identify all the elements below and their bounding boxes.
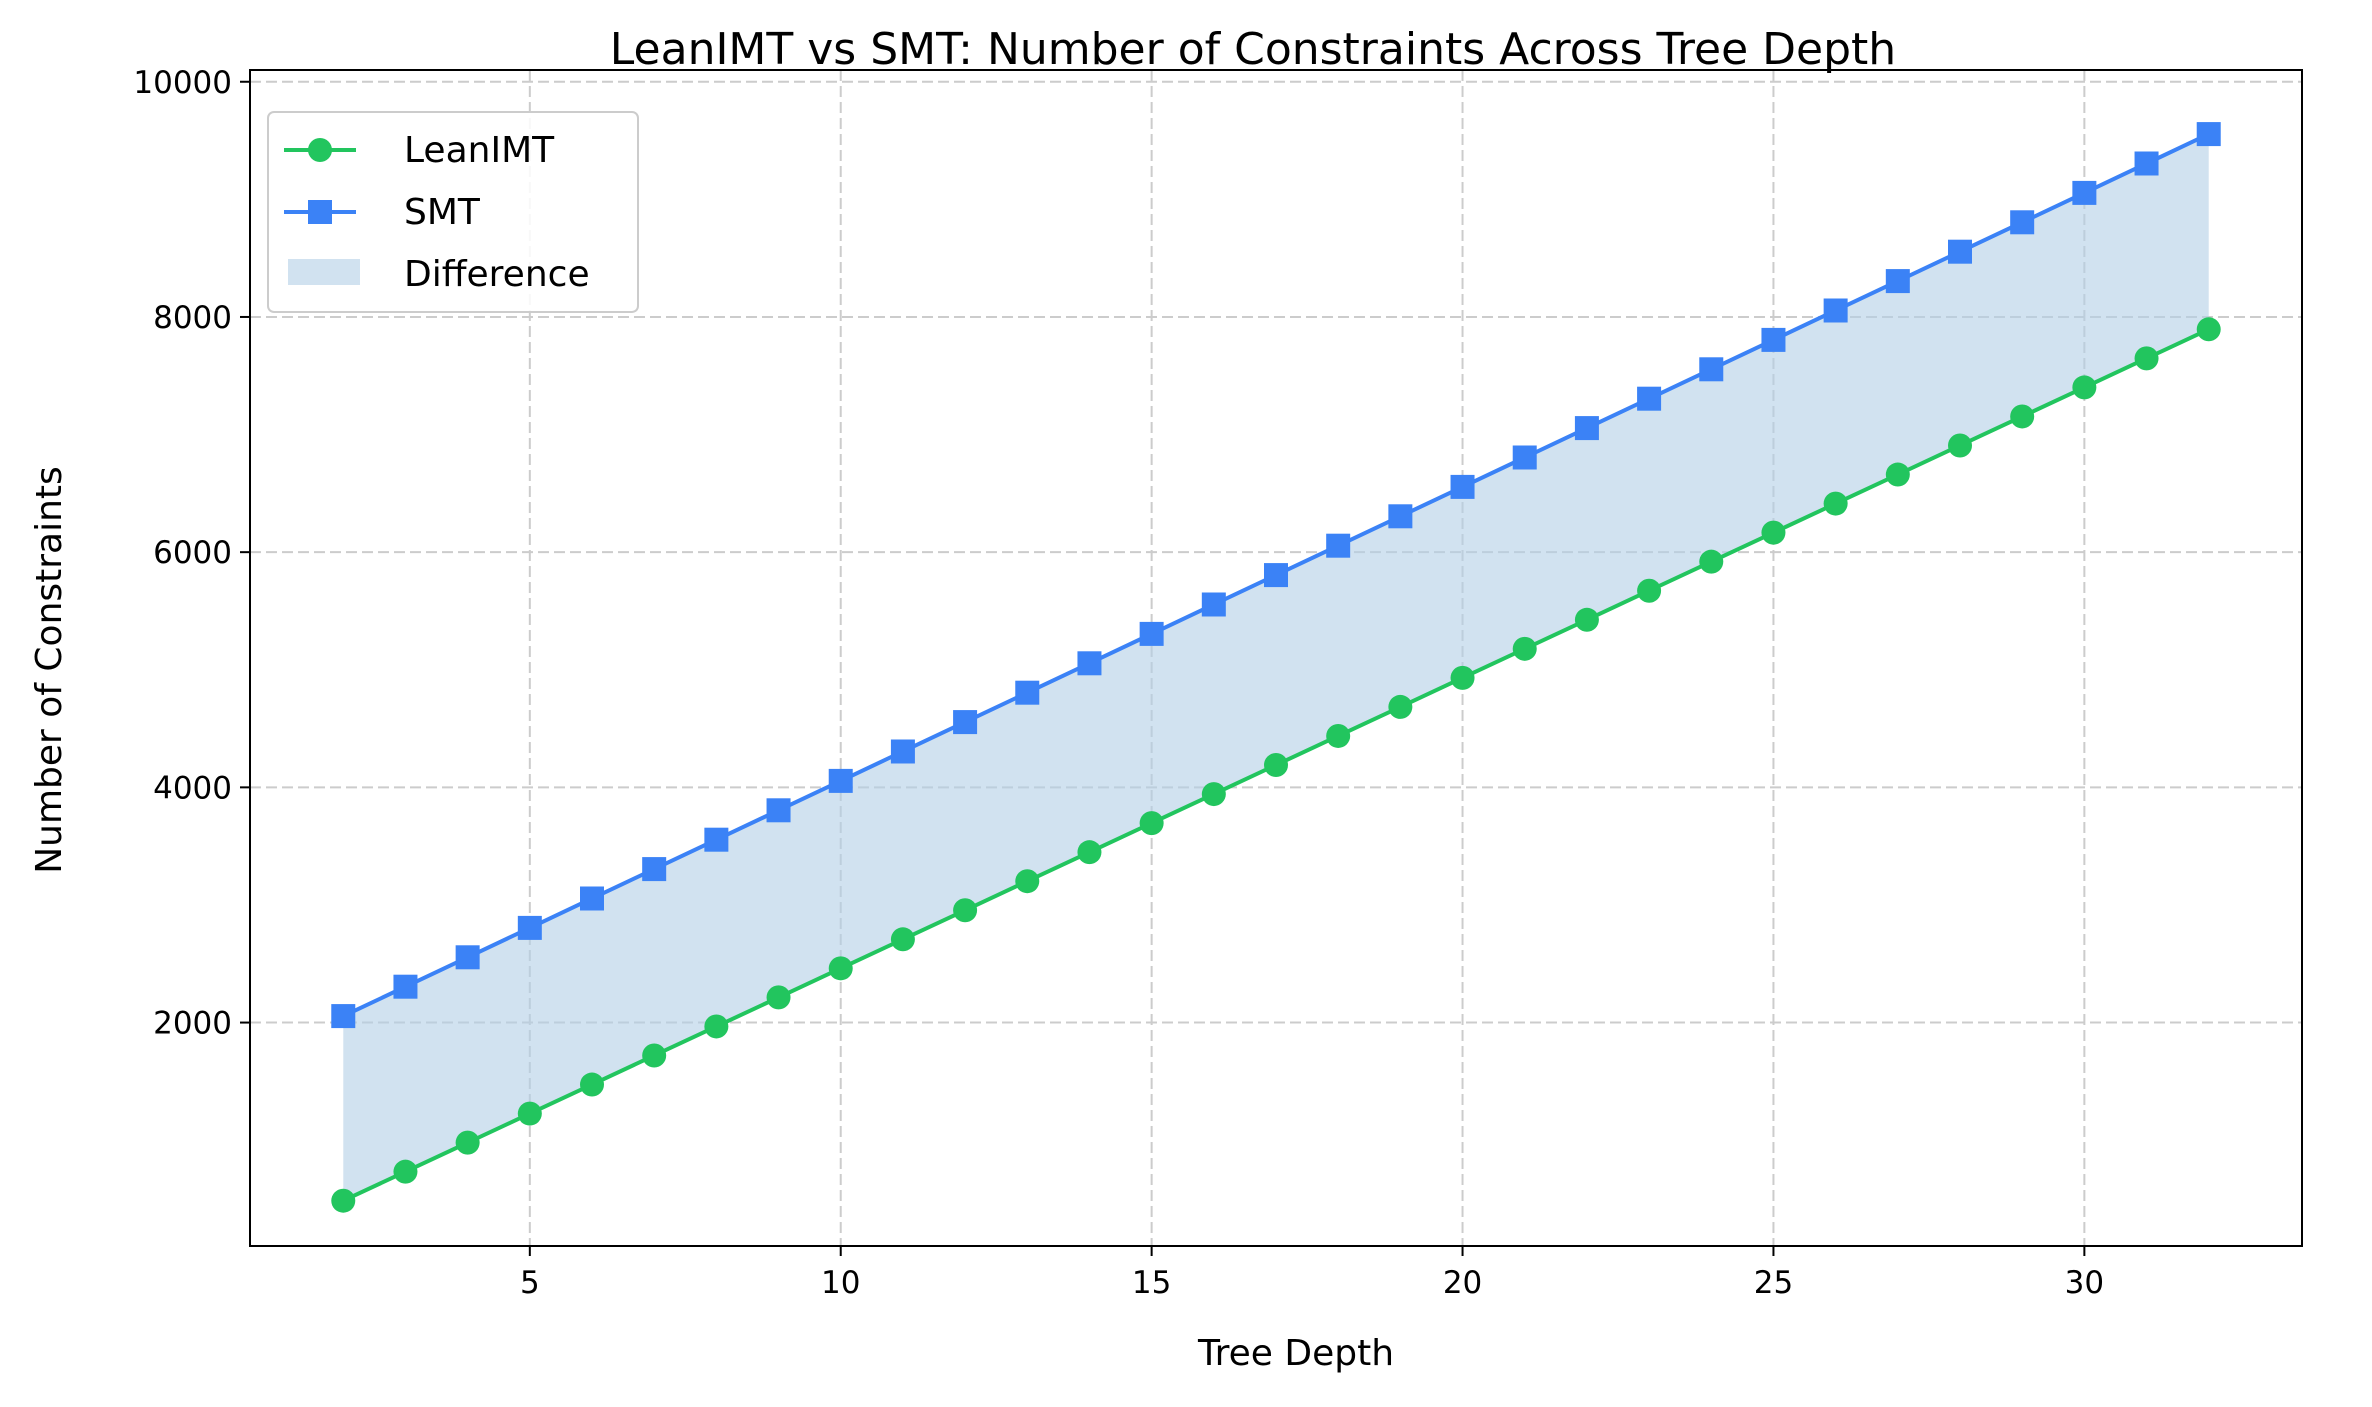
smt-point-13 xyxy=(1139,621,1164,646)
smt-point-29 xyxy=(2134,151,2159,176)
leanimt-point-27 xyxy=(2010,404,2035,429)
y-tick-label-1: 4000 xyxy=(153,770,232,806)
x-axis-title: Tree Depth xyxy=(1197,1333,1394,1374)
smt-point-2 xyxy=(455,945,480,970)
legend-smt-marker xyxy=(308,200,332,224)
smt-point-1 xyxy=(393,974,418,999)
smt-point-16 xyxy=(1326,533,1351,558)
smt-point-5 xyxy=(642,857,667,882)
leanimt-point-15 xyxy=(1264,753,1288,778)
smt-point-25 xyxy=(1885,269,1910,294)
y-tick-label-2: 6000 xyxy=(153,535,232,571)
leanimt-point-11 xyxy=(1015,869,1040,894)
smt-point-14 xyxy=(1201,592,1226,617)
smt-point-6 xyxy=(704,827,729,852)
smt-point-30 xyxy=(2196,122,2221,147)
smt-point-8 xyxy=(828,768,853,793)
leanimt-point-9 xyxy=(890,927,915,952)
x-axis: 5 10 15 20 25 30 xyxy=(520,1246,2104,1301)
smt-point-12 xyxy=(1077,651,1102,676)
leanimt-point-20 xyxy=(1574,607,1599,632)
leanimt-point-28 xyxy=(2072,375,2097,400)
leanimt-point-30 xyxy=(2196,317,2221,342)
smt-point-3 xyxy=(517,915,542,940)
leanimt-point-19 xyxy=(1512,636,1537,661)
x-tick-label-3: 20 xyxy=(1443,1265,1482,1301)
leanimt-point-25 xyxy=(1885,462,1910,487)
smt-point-0 xyxy=(331,1004,356,1029)
legend-difference-label: Difference xyxy=(404,254,590,295)
leanimt-point-3 xyxy=(517,1101,542,1126)
x-tick-label-0: 5 xyxy=(520,1265,540,1301)
legend-difference-swatch xyxy=(288,259,360,285)
legend: LeanIMT SMT Difference xyxy=(267,111,639,313)
y-axis: 2000 4000 6000 8000 10000 xyxy=(133,65,250,1042)
smt-point-4 xyxy=(580,886,604,911)
smt-point-19 xyxy=(1512,445,1537,470)
chart-title: LeanIMT vs SMT: Number of Constraints Ac… xyxy=(610,24,1896,75)
leanimt-point-16 xyxy=(1326,723,1351,748)
leanimt-point-7 xyxy=(766,985,791,1010)
y-tick-label-0: 2000 xyxy=(153,1006,232,1042)
leanimt-point-4 xyxy=(580,1072,604,1097)
smt-point-24 xyxy=(1823,298,1848,323)
leanimt-point-1 xyxy=(393,1159,418,1184)
leanimt-point-22 xyxy=(1699,549,1724,574)
leanimt-point-29 xyxy=(2134,346,2159,371)
smt-point-17 xyxy=(1388,504,1413,529)
smt-point-22 xyxy=(1699,357,1724,382)
smt-point-26 xyxy=(1948,239,1972,264)
leanimt-point-21 xyxy=(1637,578,1662,603)
series-layer xyxy=(331,122,2221,1213)
leanimt-point-6 xyxy=(704,1014,729,1039)
smt-point-21 xyxy=(1637,386,1662,411)
y-tick-label-4: 10000 xyxy=(133,65,232,101)
leanimt-point-12 xyxy=(1077,840,1102,865)
legend-box xyxy=(267,111,639,313)
leanimt-point-10 xyxy=(953,898,978,923)
x-tick-label-4: 25 xyxy=(1754,1265,1793,1301)
x-tick-label-2: 15 xyxy=(1132,1265,1171,1301)
smt-point-10 xyxy=(953,710,978,735)
leanimt-point-0 xyxy=(331,1188,356,1213)
leanimt-point-18 xyxy=(1450,665,1475,690)
leanimt-point-2 xyxy=(455,1130,480,1155)
smt-point-11 xyxy=(1015,680,1040,705)
smt-point-27 xyxy=(2010,210,2035,235)
x-tick-label-5: 30 xyxy=(2065,1265,2104,1301)
leanimt-point-14 xyxy=(1201,782,1226,807)
legend-leanimt-marker xyxy=(308,138,332,162)
plot-frame xyxy=(249,69,2303,1247)
smt-point-28 xyxy=(2072,180,2097,205)
difference-area xyxy=(343,134,2209,1201)
smt-point-20 xyxy=(1574,416,1599,441)
y-tick-label-3: 8000 xyxy=(153,300,232,336)
leanimt-point-26 xyxy=(1948,433,1972,458)
smt-point-23 xyxy=(1761,327,1786,352)
leanimt-point-23 xyxy=(1761,520,1786,545)
legend-leanimt-label: LeanIMT xyxy=(404,130,555,171)
smt-point-7 xyxy=(766,798,791,823)
leanimt-point-24 xyxy=(1823,491,1848,516)
y-axis-title: Number of Constraints xyxy=(29,466,70,874)
smt-point-9 xyxy=(890,739,915,764)
smt-point-15 xyxy=(1264,563,1288,588)
leanimt-point-17 xyxy=(1388,694,1413,719)
smt-point-18 xyxy=(1450,474,1475,499)
leanimt-point-5 xyxy=(642,1043,667,1068)
leanimt-point-13 xyxy=(1139,811,1164,836)
x-tick-label-1: 10 xyxy=(821,1265,860,1301)
legend-smt-label: SMT xyxy=(404,192,481,233)
leanimt-point-8 xyxy=(828,956,853,981)
